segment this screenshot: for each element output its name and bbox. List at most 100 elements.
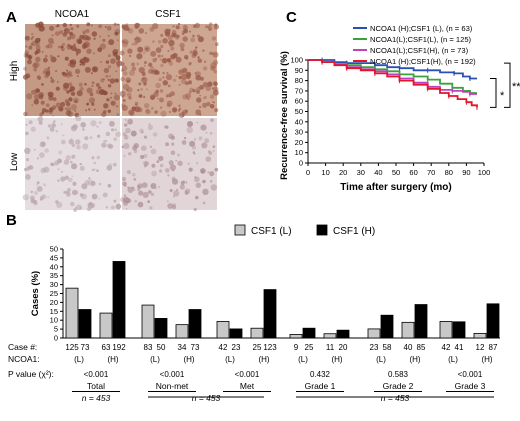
- cell-stain: [150, 50, 157, 57]
- cell-stain: [105, 131, 111, 137]
- cell-stain: [201, 142, 208, 149]
- cell-stain: [187, 98, 190, 101]
- cell-stain: [184, 190, 189, 195]
- cell-stain: [107, 184, 112, 188]
- cell-stain: [159, 163, 164, 168]
- cell-stain: [193, 49, 195, 52]
- case-count: 42: [219, 343, 228, 352]
- x-tick-label: 100: [478, 168, 491, 177]
- cell-stain: [38, 77, 41, 81]
- cell-stain: [188, 61, 192, 65]
- cell-stain: [138, 23, 140, 26]
- cell-stain: [110, 128, 115, 132]
- cell-stain: [162, 80, 168, 86]
- cell-stain: [184, 188, 191, 194]
- cell-stain: [89, 136, 93, 140]
- cell-stain: [37, 116, 44, 122]
- cell-stain: [108, 75, 111, 78]
- cell-stain: [108, 54, 111, 58]
- bar: [216, 321, 230, 339]
- cell-stain: [123, 123, 128, 127]
- cell-stain: [100, 60, 103, 63]
- cell-stain: [210, 118, 214, 122]
- cell-stain: [187, 80, 193, 85]
- cell-stain: [211, 36, 217, 41]
- cell-stain: [167, 84, 171, 88]
- cell-stain: [208, 22, 213, 27]
- cell-stain: [146, 88, 148, 91]
- bar: [78, 309, 92, 339]
- cell-stain: [87, 179, 94, 186]
- cell-stain: [162, 38, 168, 44]
- cell-stain: [84, 66, 91, 73]
- cell-stain: [28, 120, 33, 125]
- cell-stain: [196, 90, 201, 94]
- cell-stain: [166, 103, 171, 108]
- cell-stain: [107, 84, 112, 88]
- cell-stain: [195, 109, 202, 116]
- cell-stain: [152, 40, 155, 43]
- cell-stain: [86, 103, 89, 106]
- ncoa1-level: (L): [74, 355, 84, 364]
- row-label-low: Low: [9, 152, 20, 171]
- p-value: <0.001: [235, 370, 260, 379]
- cell-stain: [186, 126, 193, 134]
- cell-stain: [63, 190, 67, 194]
- cell-stain: [37, 181, 40, 184]
- cell-stain: [178, 83, 181, 86]
- cell-stain: [181, 73, 188, 80]
- cell-stain: [121, 95, 125, 98]
- y-tick-label: 0: [299, 159, 303, 168]
- case-count: 25: [305, 343, 314, 352]
- cell-stain: [66, 73, 68, 76]
- cell-stain: [30, 190, 33, 194]
- cell-stain: [50, 78, 55, 84]
- case-count: 192: [112, 343, 126, 352]
- cell-stain: [23, 66, 27, 71]
- cell-stain: [188, 90, 192, 94]
- cell-stain: [165, 142, 170, 147]
- cell-stain: [127, 48, 133, 54]
- cell-stain: [27, 59, 32, 65]
- cell-stain: [166, 100, 173, 107]
- cell-stain: [189, 30, 191, 33]
- cell-stain: [38, 92, 44, 98]
- cell-stain: [91, 102, 95, 106]
- y-tick-label: 100: [290, 56, 303, 65]
- cell-stain: [144, 103, 150, 109]
- cell-stain: [127, 28, 134, 34]
- cell-stain: [52, 115, 54, 117]
- cell-stain: [54, 160, 60, 166]
- cell-stain: [41, 194, 47, 200]
- cell-stain: [159, 97, 164, 103]
- cell-stain: [182, 24, 188, 30]
- cell-stain: [133, 188, 136, 192]
- cell-stain: [92, 168, 96, 172]
- cell-stain: [209, 104, 215, 109]
- significance-single: *: [500, 90, 505, 102]
- y-tick-label: 15: [50, 307, 58, 316]
- cell-stain: [63, 85, 69, 92]
- p-value: <0.001: [458, 370, 483, 379]
- group-label: Met: [240, 381, 255, 391]
- y-axis-title: Recurrence-free survival (%): [279, 51, 290, 180]
- cell-stain: [45, 45, 49, 49]
- cell-stain: [61, 71, 66, 76]
- cell-stain: [108, 39, 115, 46]
- cell-stain: [87, 202, 94, 209]
- cell-stain: [168, 110, 172, 114]
- cell-stain: [129, 110, 135, 116]
- cell-stain: [36, 42, 40, 47]
- cell-stain: [30, 37, 33, 40]
- cell-stain: [192, 34, 195, 38]
- y-tick-label: 50: [50, 245, 58, 254]
- cell-stain: [48, 107, 54, 112]
- cell-stain: [69, 23, 73, 27]
- cell-stain: [172, 25, 175, 28]
- cell-stain: [212, 89, 219, 96]
- cell-stain: [175, 75, 178, 77]
- cell-stain: [137, 188, 140, 191]
- cell-stain: [47, 67, 50, 70]
- bar: [99, 312, 113, 339]
- cell-stain: [205, 156, 212, 163]
